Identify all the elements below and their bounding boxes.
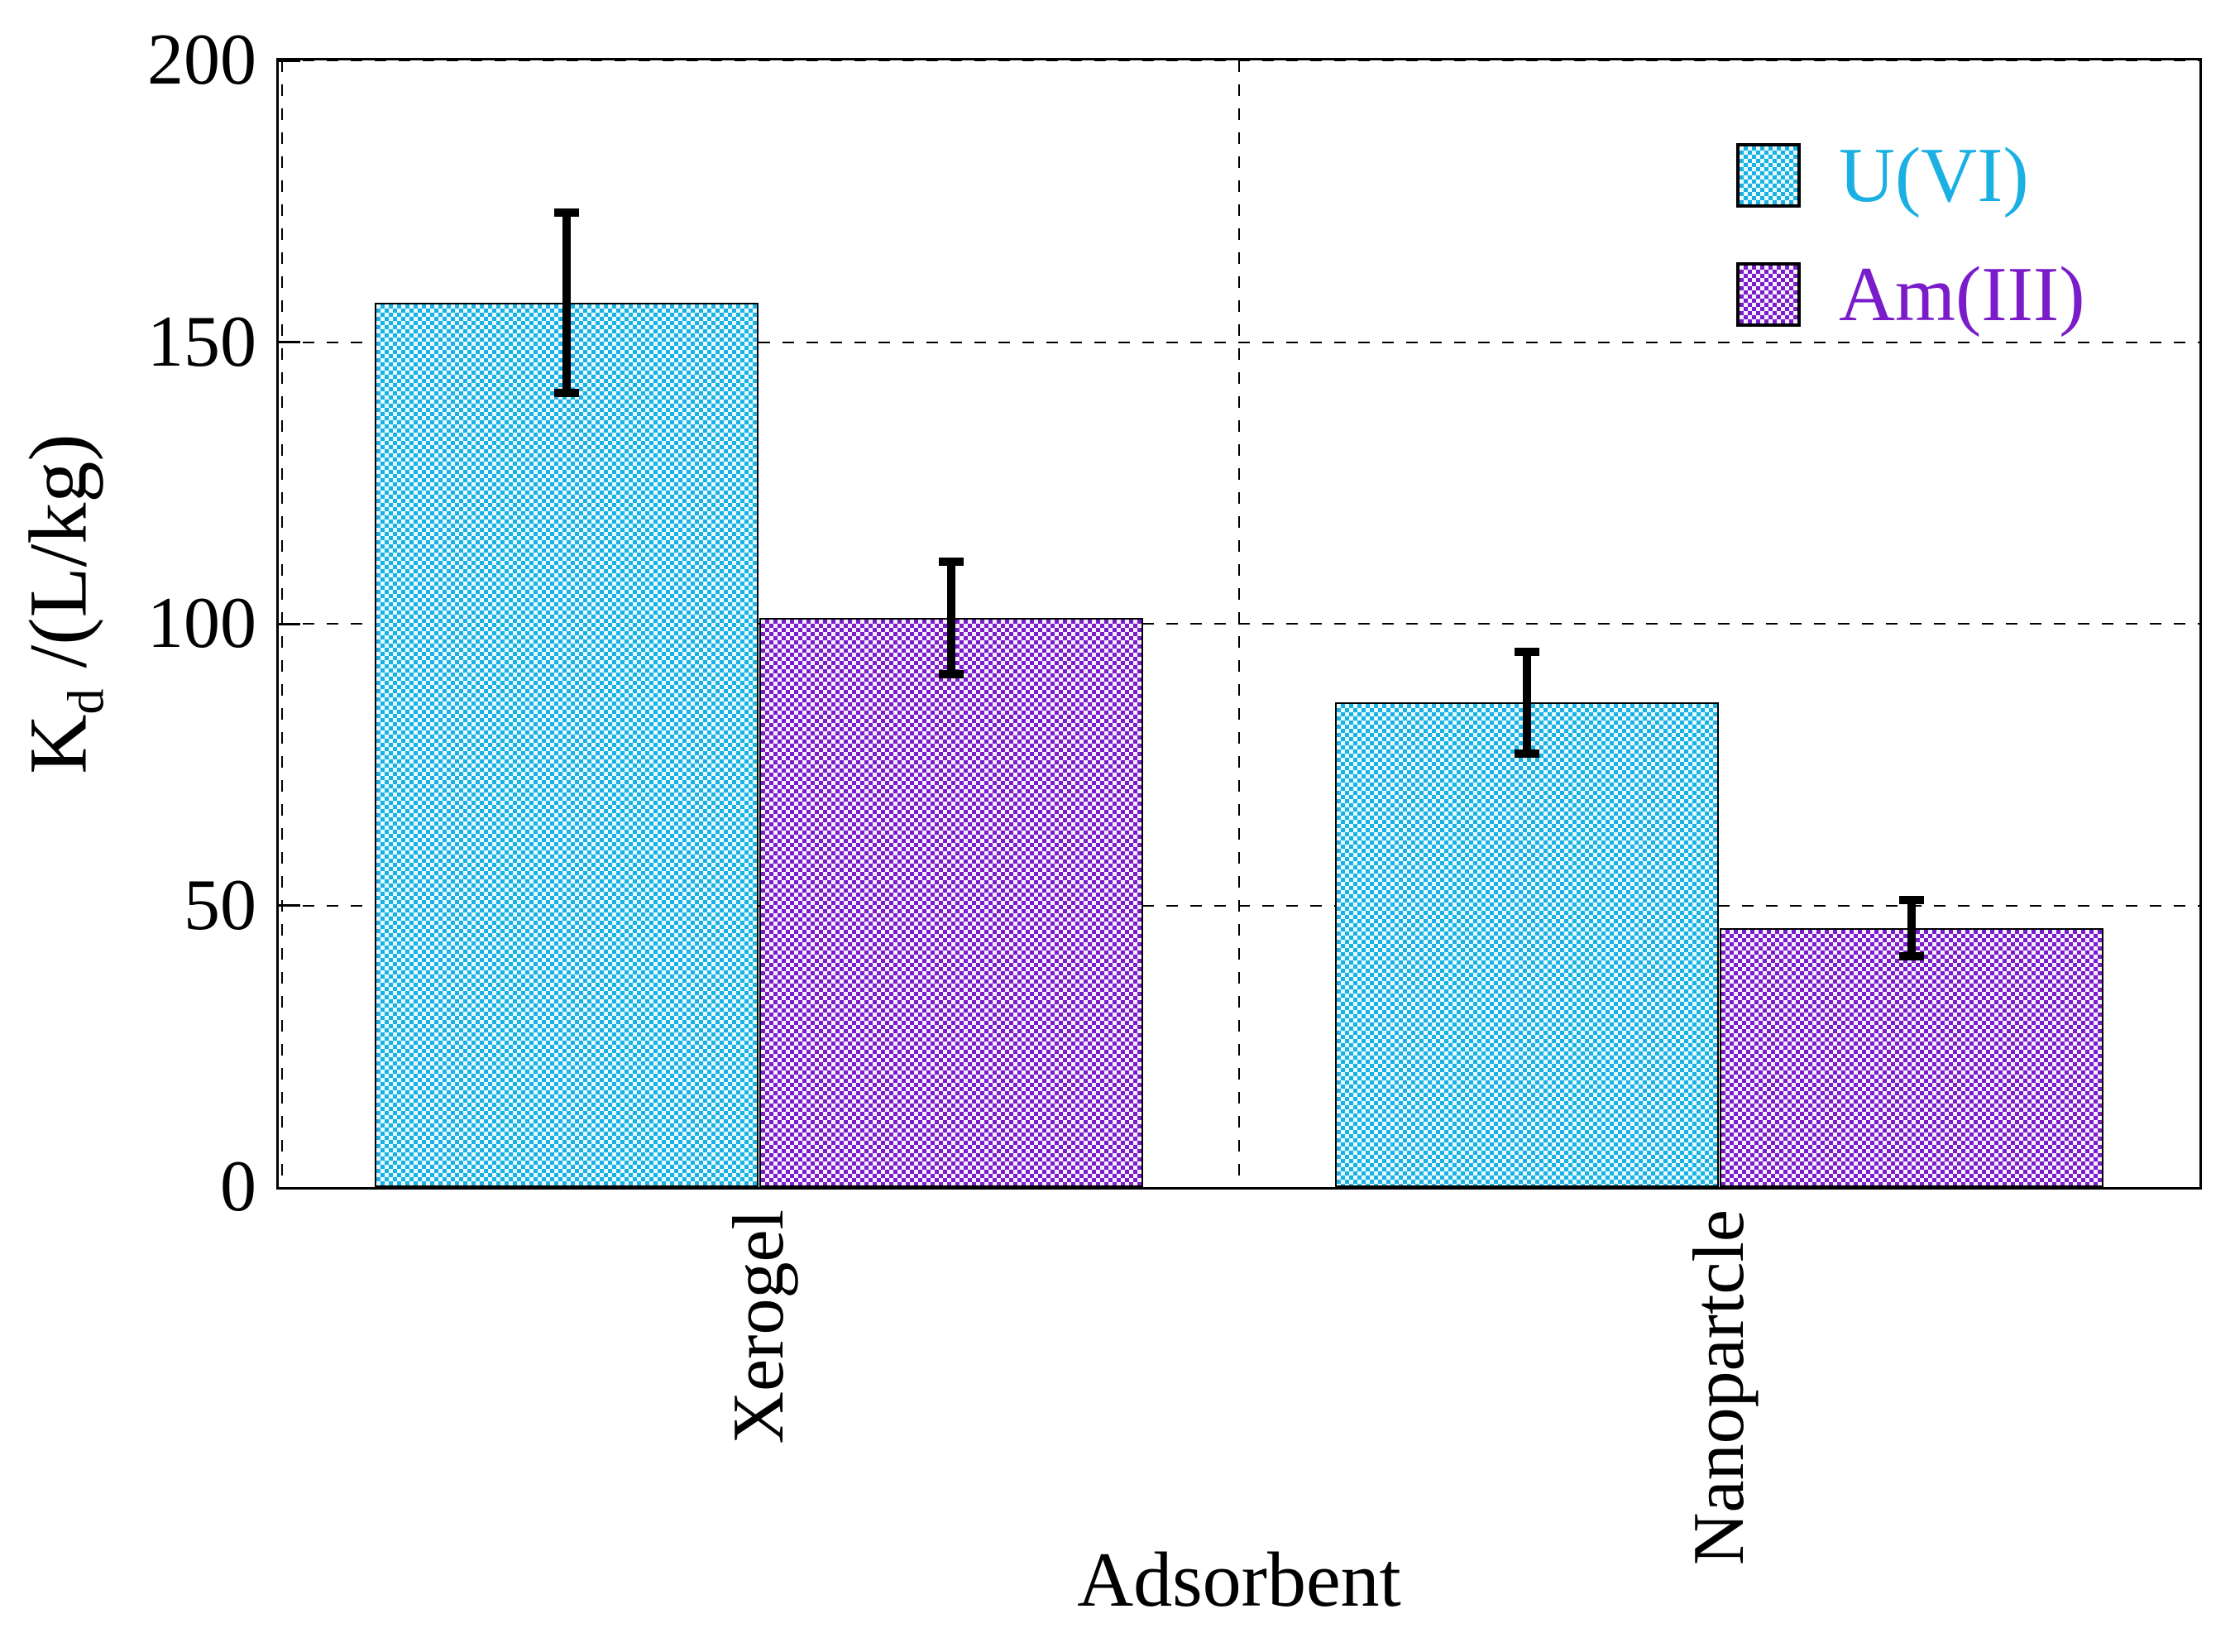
y-tick-label-50: 50 (184, 864, 256, 946)
error-bar-cap-top-Am(III)-Xerogel (938, 558, 964, 567)
plot-area (279, 59, 2199, 1187)
y-tick-mark-150 (279, 341, 300, 343)
legend-swatch-U(VI) (1736, 143, 1801, 208)
y-tick-mark-100 (279, 622, 300, 625)
error-bar-cap-bottom-U(VI)-Xerogel (554, 388, 580, 397)
error-bar-cap-bottom-Am(III)-Xerogel (938, 670, 964, 679)
y-axis-title-subscript: d (58, 688, 115, 715)
bar-U(VI)-Xerogel (375, 302, 759, 1187)
x-axis-title: Adsorbent (1077, 1537, 1401, 1623)
x-tick-label-Xerogel: Xerogel (718, 1209, 799, 1444)
gridline-x-group-divider (1238, 60, 1240, 1187)
error-bar-U(VI)-Xerogel (562, 212, 572, 393)
y-axis-title-main: K (12, 714, 104, 774)
legend-label-Am(III): Am(III) (1839, 251, 2085, 338)
y-tick-mark-50 (279, 904, 300, 907)
error-bar-cap-bottom-Am(III)-Nanopartcle (1898, 951, 1924, 960)
y-tick-label-200: 200 (147, 20, 256, 100)
y-tick-label-0: 0 (220, 1147, 256, 1227)
legend-entry-U(VI): U(VI) (1736, 136, 2085, 214)
y-tick-label-150: 150 (147, 301, 256, 382)
error-bar-cap-top-U(VI)-Nanopartcle (1515, 648, 1540, 657)
x-tick-label-Nanopartcle: Nanopartcle (1678, 1209, 1759, 1565)
legend: U(VI) Am(III) (1736, 136, 2085, 381)
error-bar-Am(III)-Xerogel (946, 562, 955, 675)
bar-Am(III)-Xerogel (759, 618, 1143, 1187)
gridline-x-left-boundary (280, 60, 283, 1187)
legend-entry-Am(III): Am(III) (1736, 256, 2085, 333)
error-bar-cap-top-Am(III)-Nanopartcle (1898, 895, 1924, 904)
error-bar-Am(III)-Nanopartcle (1907, 899, 1916, 956)
error-bar-cap-top-U(VI)-Xerogel (554, 208, 580, 217)
legend-label-U(VI): U(VI) (1839, 132, 2029, 218)
error-bar-cap-bottom-U(VI)-Nanopartcle (1515, 749, 1540, 758)
bar-U(VI)-Nanopartcle (1335, 702, 1720, 1187)
y-tick-mark-200 (279, 59, 300, 62)
error-bar-U(VI)-Nanopartcle (1523, 652, 1532, 754)
bar-Am(III)-Nanopartcle (1719, 927, 2103, 1187)
y-tick-label-100: 100 (147, 583, 256, 663)
plot-frame (276, 58, 2202, 1190)
legend-swatch-Am(III) (1736, 262, 1801, 327)
